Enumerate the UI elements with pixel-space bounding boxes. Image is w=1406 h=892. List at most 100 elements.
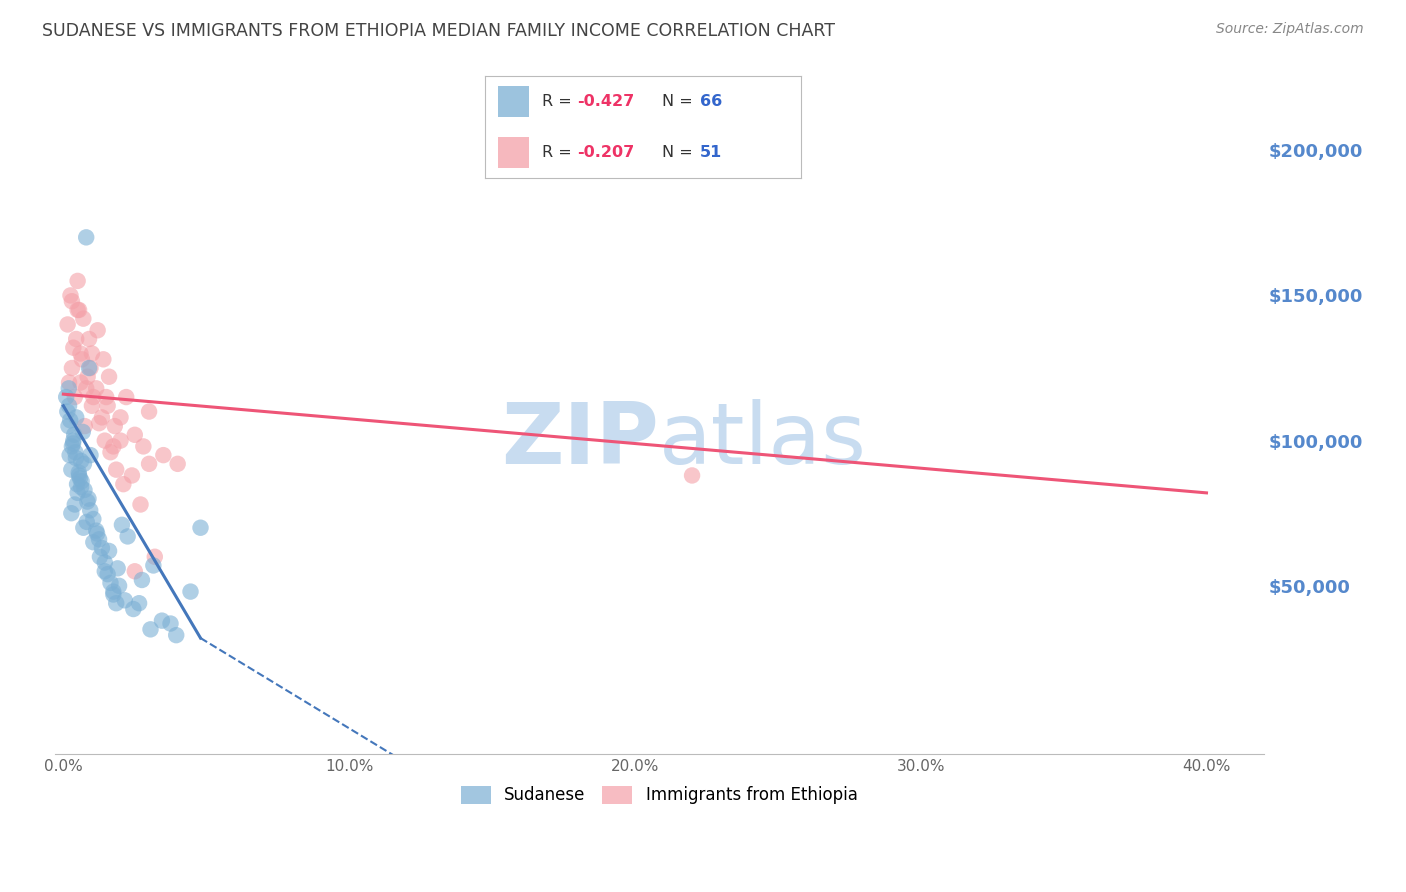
Text: N =: N = [662,145,699,161]
Point [77,491,100,506]
Point [131,573,153,587]
Text: 66: 66 [700,94,723,109]
Point [67,302,90,317]
Point [121,468,143,483]
Point [94,434,117,448]
Point [66,477,89,491]
Point [139,623,162,637]
Point [128,596,150,610]
Point [105,463,128,477]
Point [69,376,91,390]
Point [93,352,115,367]
Point [124,427,146,442]
Point [97,399,120,413]
Point [59,413,82,427]
Point [59,448,82,462]
Point [66,486,89,500]
Point [72,311,94,326]
Point [190,521,212,535]
Point [107,561,129,575]
Point [84,524,107,538]
Point [67,466,90,480]
Point [87,416,110,430]
Point [72,521,94,535]
Point [79,361,101,376]
Point [114,593,136,607]
Text: R =: R = [541,94,576,109]
Point [138,457,160,471]
Point [69,471,91,485]
Text: 51: 51 [700,145,723,161]
Point [67,468,90,483]
Legend: Sudanese, Immigrants from Ethiopia: Sudanese, Immigrants from Ethiopia [453,777,866,813]
Point [94,564,117,578]
Point [82,535,104,549]
Point [86,526,108,541]
Point [96,390,118,404]
Point [62,341,84,355]
Point [138,404,160,418]
Point [65,332,87,346]
Point [94,556,117,570]
Point [112,477,135,491]
Point [60,361,83,376]
Point [75,381,97,395]
Point [63,498,86,512]
Point [103,584,125,599]
Point [62,434,84,448]
Point [66,274,89,288]
Point [159,616,181,631]
Point [150,614,173,628]
Point [60,294,83,309]
Text: Source: ZipAtlas.com: Source: ZipAtlas.com [1216,22,1364,37]
Point [58,376,80,390]
Point [97,567,120,582]
Point [58,419,80,434]
Point [58,381,80,395]
Point [76,515,98,529]
Point [129,498,152,512]
Point [110,410,132,425]
Point [77,332,100,346]
Point [73,419,96,434]
Point [100,445,122,459]
Text: SUDANESE VS IMMIGRANTS FROM ETHIOPIA MEDIAN FAMILY INCOME CORRELATION CHART: SUDANESE VS IMMIGRANTS FROM ETHIOPIA MED… [42,22,835,40]
Point [79,503,101,517]
Point [65,410,87,425]
Point [142,558,165,573]
Point [65,450,87,465]
Point [104,419,127,434]
Point [79,448,101,462]
Point [87,533,110,547]
Point [681,468,703,483]
Point [82,512,104,526]
Point [115,390,138,404]
Point [143,549,166,564]
Point [69,346,91,360]
Point [60,506,83,520]
Point [58,399,80,413]
Text: atlas: atlas [659,399,868,482]
Point [60,439,83,453]
Point [56,318,79,332]
Text: N =: N = [662,94,699,109]
Point [77,361,100,376]
Point [108,579,131,593]
Point [110,434,132,448]
Point [70,475,93,489]
Point [132,439,155,453]
Text: -0.207: -0.207 [576,145,634,161]
Point [103,439,125,453]
Point [152,448,174,462]
Point [75,230,97,244]
Point [72,425,94,439]
Point [80,346,103,360]
Point [165,628,187,642]
Point [98,544,121,558]
Point [84,381,107,395]
Point [166,457,188,471]
Bar [498,137,529,168]
Point [180,584,202,599]
Text: -0.427: -0.427 [576,94,634,109]
Point [80,399,103,413]
